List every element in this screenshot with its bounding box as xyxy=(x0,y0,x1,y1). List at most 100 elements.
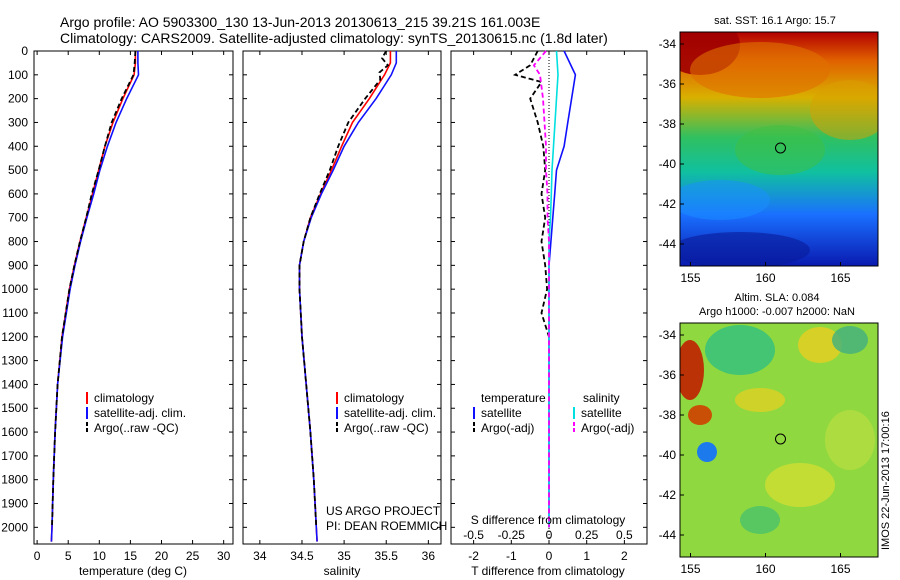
x-tick-label: 34 xyxy=(253,549,267,563)
map-x-tick-label: 165 xyxy=(830,562,850,576)
x-tick-label: 35 xyxy=(337,549,351,563)
depth-tick-label: 900 xyxy=(8,258,28,272)
pi-credit: PI: DEAN ROEMMICH xyxy=(326,519,447,533)
legend-label-temp-satellite: satellite xyxy=(481,406,522,420)
map-y-tick-label: -42 xyxy=(659,197,677,211)
map-y-tick-label: -40 xyxy=(659,448,677,462)
legend-label-sal-satellite: satellite xyxy=(581,406,622,420)
temperature-panel-frame xyxy=(33,50,234,545)
x-tick-label: 15 xyxy=(124,549,138,563)
x-tick-label: 30 xyxy=(217,549,231,563)
sst-map-frame xyxy=(679,31,879,267)
legend-label-climatology: climatology xyxy=(94,391,154,405)
series-line-climatology xyxy=(50,51,137,542)
map-x-tick-label: 165 xyxy=(830,271,850,285)
x-tick-label: 2 xyxy=(621,549,628,563)
map-y-tick-label: -36 xyxy=(659,77,677,91)
depth-tick-label: 1700 xyxy=(1,449,28,463)
project-credit: US ARGO PROJECT xyxy=(326,504,441,518)
x-tick-label: -2 xyxy=(468,549,479,563)
difference-xlabel-top: S difference from climatology xyxy=(471,513,626,527)
series-line-salinity-argo-adj- xyxy=(532,50,550,528)
depth-tick-label: 800 xyxy=(8,235,28,249)
sst-map-title: sat. SST: 16.1 Argo: 15.7 xyxy=(714,15,836,27)
legend-label-satellite: satellite-adj. clim. xyxy=(94,406,186,420)
legend-label-temp-argo: Argo(-adj) xyxy=(481,421,534,435)
depth-tick-label: 1400 xyxy=(1,377,28,391)
depth-tick-label: 1300 xyxy=(1,354,28,368)
sla-map-title-1: Altim. SLA: 0.084 xyxy=(735,292,820,304)
depth-tick-label: 2000 xyxy=(1,520,28,534)
salinity-legend: climatology satellite-adj. clim. Argo(..… xyxy=(336,391,436,435)
temperature-legend: climatology satellite-adj. clim. Argo(..… xyxy=(86,391,186,435)
map-y-tick-label: -38 xyxy=(659,117,677,131)
depth-tick-label: 1500 xyxy=(1,401,28,415)
map-y-tick-label: -36 xyxy=(659,368,677,382)
legend-header-temperature: temperature xyxy=(481,391,546,405)
temperature-xlabel: temperature (deg C) xyxy=(79,564,187,578)
map-y-tick-label: -38 xyxy=(659,408,677,422)
x-tick-label: 5 xyxy=(65,549,72,563)
sst-argo-marker xyxy=(775,142,786,154)
x-tick-label: 36 xyxy=(422,549,436,563)
x-tick-label: 0 xyxy=(546,549,553,563)
legend-header-salinity: salinity xyxy=(583,391,620,405)
legend-label-sal-argo: Argo(-adj) xyxy=(581,421,634,435)
sla-argo-marker xyxy=(775,433,786,445)
depth-tick-label: 1000 xyxy=(1,282,28,296)
imos-timestamp: IMOS 22-Jun-2013 17:00:16 xyxy=(880,411,892,550)
series-line-argo-raw-qc- xyxy=(298,50,390,528)
map-y-tick-label: -42 xyxy=(659,488,677,502)
depth-tick-label: 600 xyxy=(8,187,28,201)
difference-legend: temperature salinity satellite Argo(-adj… xyxy=(473,391,634,435)
x-tick-label-salinity: -0.5 xyxy=(463,528,484,542)
figure-title-line2: Climatology: CARS2009. Satellite-adjuste… xyxy=(60,30,608,46)
legend-label-climatology: climatology xyxy=(344,391,404,405)
depth-tick-label: 1200 xyxy=(1,330,28,344)
x-tick-label: 34.5 xyxy=(290,549,314,563)
series-line-argo-raw-qc- xyxy=(51,50,137,528)
legend-label-satellite: satellite-adj. clim. xyxy=(344,406,436,420)
map-x-tick-label: 155 xyxy=(680,271,700,285)
x-tick-label-salinity: 0.5 xyxy=(616,528,633,542)
depth-tick-label: 1900 xyxy=(1,497,28,511)
x-tick-label: 1 xyxy=(583,549,590,563)
depth-tick-label: 300 xyxy=(8,115,28,129)
map-x-tick-label: 160 xyxy=(755,271,775,285)
sst-map xyxy=(680,32,878,266)
depth-tick-label: 400 xyxy=(8,139,28,153)
depth-tick-label: 1800 xyxy=(1,473,28,487)
x-tick-label-salinity: -0.25 xyxy=(498,528,526,542)
x-tick-label: -1 xyxy=(506,549,517,563)
series-line-temperature-argo-adj- xyxy=(512,50,550,528)
series-line-temperature-satellite xyxy=(548,50,577,528)
difference-xlabel: T difference from climatology xyxy=(471,564,625,578)
sla-map-frame xyxy=(679,322,879,558)
depth-tick-label: 0 xyxy=(21,44,28,58)
figure-title-line1: Argo profile: AO 5903300_130 13-Jun-2013… xyxy=(60,14,541,30)
x-tick-label-salinity: 0.25 xyxy=(575,528,599,542)
x-tick-label: 10 xyxy=(93,549,107,563)
depth-tick-label: 1600 xyxy=(1,425,28,439)
series-line-salinity-satellite xyxy=(548,50,559,528)
map-y-tick-label: -40 xyxy=(659,157,677,171)
depth-tick-label: 100 xyxy=(8,68,28,82)
depth-tick-label: 1100 xyxy=(2,306,28,320)
sla-map-title-2: Argo h1000: -0.007 h2000: NaN xyxy=(699,306,855,318)
salinity-panel-frame xyxy=(242,50,442,545)
map-x-tick-label: 155 xyxy=(680,562,700,576)
x-tick-label: 0 xyxy=(34,549,41,563)
map-y-tick-label: -34 xyxy=(659,328,677,342)
map-y-tick-label: -34 xyxy=(659,37,677,51)
depth-tick-label: 500 xyxy=(8,163,28,177)
depth-tick-label: 200 xyxy=(8,92,28,106)
legend-label-argo: Argo(..raw -QC) xyxy=(344,421,429,435)
map-y-tick-label: -44 xyxy=(659,528,677,542)
x-tick-label: 25 xyxy=(186,549,200,563)
map-x-tick-label: 160 xyxy=(755,562,775,576)
map-y-tick-label: -44 xyxy=(659,237,677,251)
x-tick-label: 35.5 xyxy=(375,549,399,563)
legend-label-argo: Argo(..raw -QC) xyxy=(94,421,179,435)
series-line-satellite-adj-clim- xyxy=(50,51,140,542)
